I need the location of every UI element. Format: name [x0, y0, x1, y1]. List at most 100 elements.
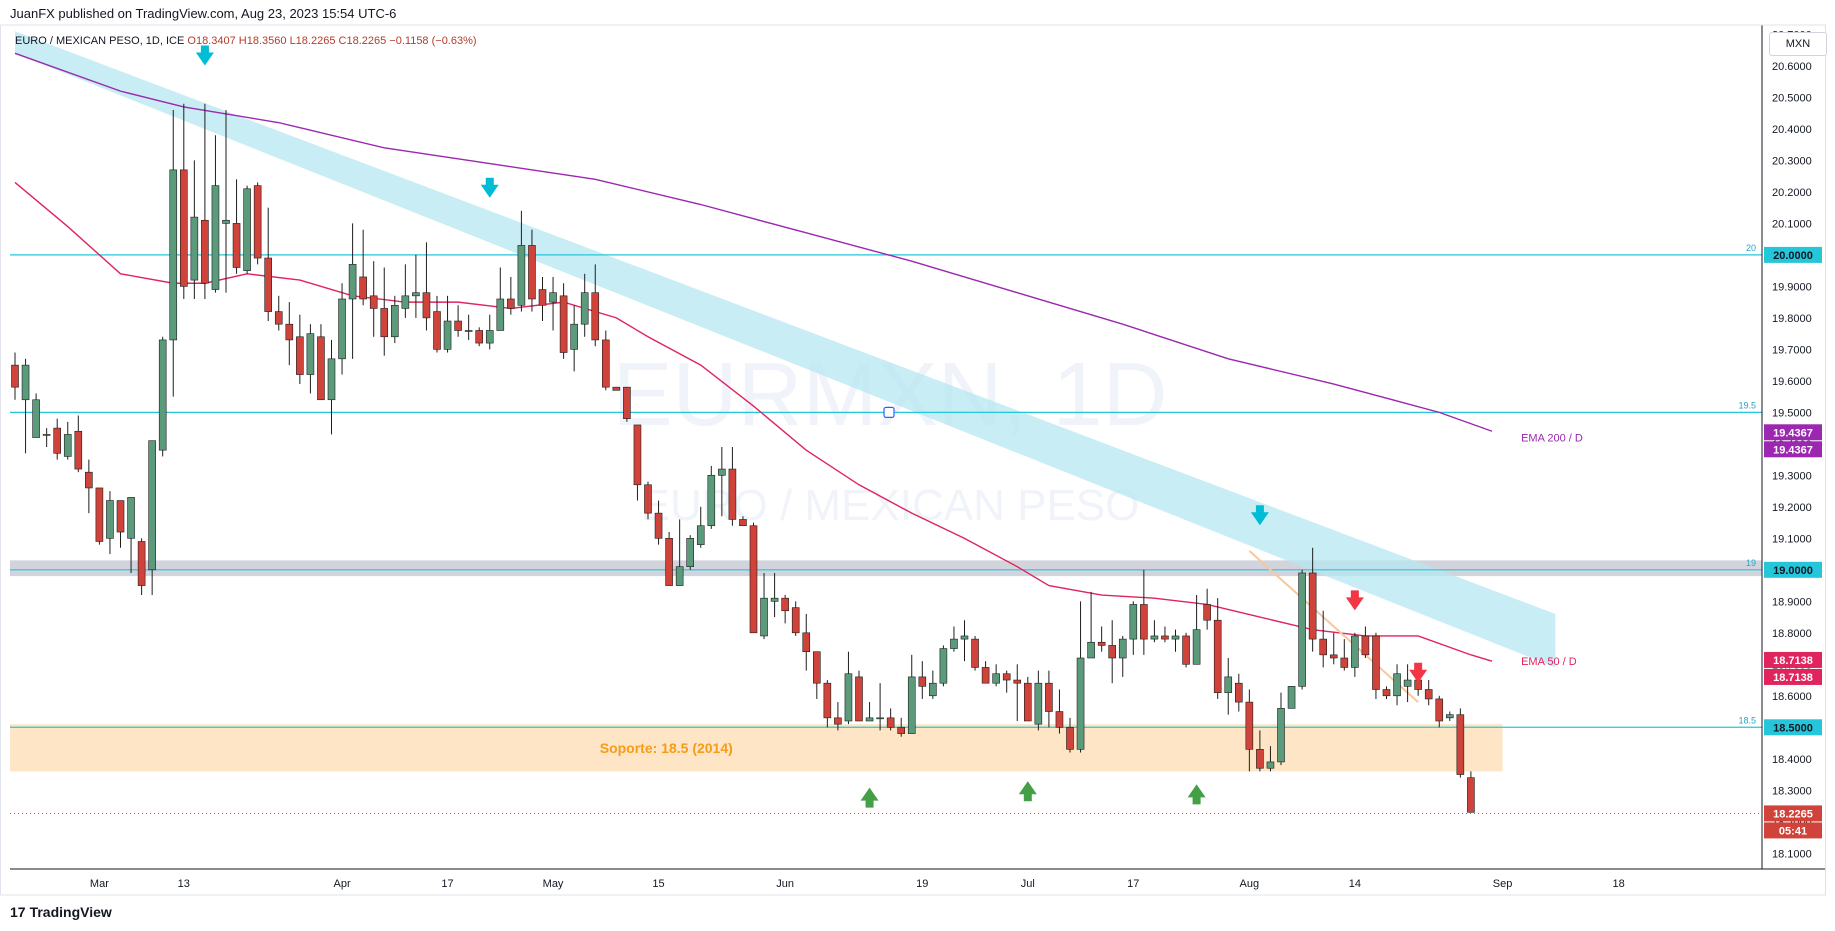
candle-body	[812, 651, 821, 684]
change-value: −0.1158 (−0.63%)	[389, 35, 477, 47]
candle	[559, 283, 568, 359]
price-tag-text: 19.4367	[1773, 444, 1813, 456]
candle	[517, 210, 526, 312]
y-tick-label: 20.4000	[1772, 124, 1812, 136]
y-tick-label: 18.1000	[1772, 848, 1812, 860]
candle-body	[454, 320, 462, 331]
candle	[802, 613, 811, 671]
resistance-zone[interactable]	[10, 560, 1762, 577]
hline-label-19: 19	[1746, 558, 1756, 568]
candle	[844, 651, 853, 725]
candle-body	[285, 323, 294, 341]
candle-body	[770, 597, 779, 602]
arrow-down-icon[interactable]	[480, 177, 499, 198]
candle	[180, 103, 188, 299]
candle	[274, 295, 283, 331]
candle-body	[148, 440, 156, 571]
y-tick-label: 19.7000	[1772, 344, 1812, 356]
candle-body	[886, 717, 895, 728]
candle-body	[1203, 604, 1211, 621]
candle	[1171, 629, 1180, 652]
candle-body	[939, 648, 948, 684]
candle-body	[855, 676, 863, 722]
short-trendline[interactable]	[1248, 550, 1419, 703]
candle	[1076, 601, 1085, 753]
x-tick-label: 19	[916, 878, 928, 890]
candle	[42, 428, 51, 447]
support-zone[interactable]	[10, 724, 1503, 772]
ohlc-legend: EURO / MEXICAN PESO, 1D, ICE O18.3407 H1…	[15, 35, 477, 47]
candle	[1245, 689, 1254, 772]
arrow-up-icon[interactable]	[1018, 781, 1037, 802]
arrow-up-icon[interactable]	[1187, 784, 1206, 805]
candle-body	[85, 471, 93, 489]
candle-body	[433, 311, 441, 350]
candle-body	[1361, 635, 1370, 656]
candle-body	[865, 717, 874, 722]
candle	[1182, 632, 1190, 668]
tradingview-logo[interactable]: 17 TradingView	[10, 904, 112, 920]
currency-button[interactable]: MXN	[1769, 32, 1827, 56]
candle-body	[74, 430, 83, 470]
candle-body	[728, 468, 737, 520]
candle-body	[686, 538, 695, 567]
arrow-down-icon[interactable]	[1345, 590, 1364, 611]
candle	[1192, 595, 1201, 665]
x-tick-label: 15	[652, 878, 664, 890]
line-handle[interactable]	[883, 406, 895, 418]
candle	[549, 276, 557, 331]
candle-body	[760, 597, 768, 637]
y-tick-label: 19.6000	[1772, 376, 1812, 388]
candle	[865, 702, 874, 722]
candle	[855, 670, 863, 722]
candle-body	[95, 487, 104, 542]
candle	[960, 620, 969, 662]
candle	[707, 465, 716, 529]
price-tag-text: 18.2265	[1773, 808, 1813, 820]
candle	[243, 185, 251, 274]
candle	[1097, 626, 1106, 652]
price-tag-text: 18.5000	[1773, 722, 1813, 734]
candle	[1140, 569, 1148, 655]
candle	[127, 497, 135, 573]
candle	[812, 651, 821, 699]
price-tag-text: 05:41	[1779, 825, 1807, 837]
candle	[886, 708, 895, 731]
candle	[971, 635, 979, 671]
candle-body	[1351, 635, 1359, 668]
arrow-up-icon[interactable]	[860, 787, 879, 808]
candle-body	[1076, 657, 1085, 750]
candle	[443, 295, 452, 353]
candle-body	[559, 295, 568, 353]
candle-body	[1256, 749, 1264, 769]
candle	[612, 386, 621, 391]
candle-body	[1161, 635, 1169, 640]
candle	[570, 305, 578, 372]
candle	[327, 339, 336, 435]
candle-body	[1213, 619, 1222, 693]
arrow-down-icon[interactable]	[195, 45, 214, 66]
arrow-down-icon[interactable]	[1409, 662, 1428, 683]
candle	[1024, 676, 1032, 722]
candle	[1045, 670, 1053, 728]
candle	[1066, 717, 1074, 753]
candle	[823, 680, 832, 728]
candle	[749, 522, 758, 634]
candle-body	[644, 484, 652, 514]
candle-body	[338, 298, 346, 360]
candle	[232, 179, 241, 274]
y-tick-label: 19.5000	[1772, 407, 1812, 419]
candle-body	[897, 726, 906, 734]
candle	[1298, 569, 1306, 690]
price-tag-text: 19.4367	[1773, 427, 1813, 439]
candle	[412, 254, 420, 318]
descending-channel[interactable]	[15, 31, 1556, 668]
candle	[106, 491, 114, 555]
candle	[1340, 639, 1349, 671]
candle-body	[781, 597, 789, 612]
candle-body	[992, 673, 1000, 684]
ema200-line[interactable]	[14, 52, 1493, 432]
arrow-down-icon[interactable]	[1250, 505, 1269, 526]
